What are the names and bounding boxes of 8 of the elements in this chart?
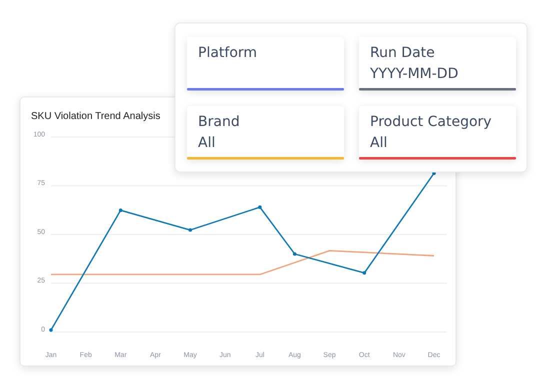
chart-title: SKU Violation Trend Analysis bbox=[31, 111, 160, 122]
text: Brand bbox=[198, 114, 240, 130]
annotation: All bbox=[198, 135, 216, 151]
text: Platform bbox=[198, 45, 258, 61]
text: Product Category bbox=[370, 114, 492, 130]
text: YYYY-MM-DD bbox=[369, 66, 458, 82]
text: Run Date bbox=[370, 45, 435, 61]
annotation: All bbox=[370, 135, 388, 151]
